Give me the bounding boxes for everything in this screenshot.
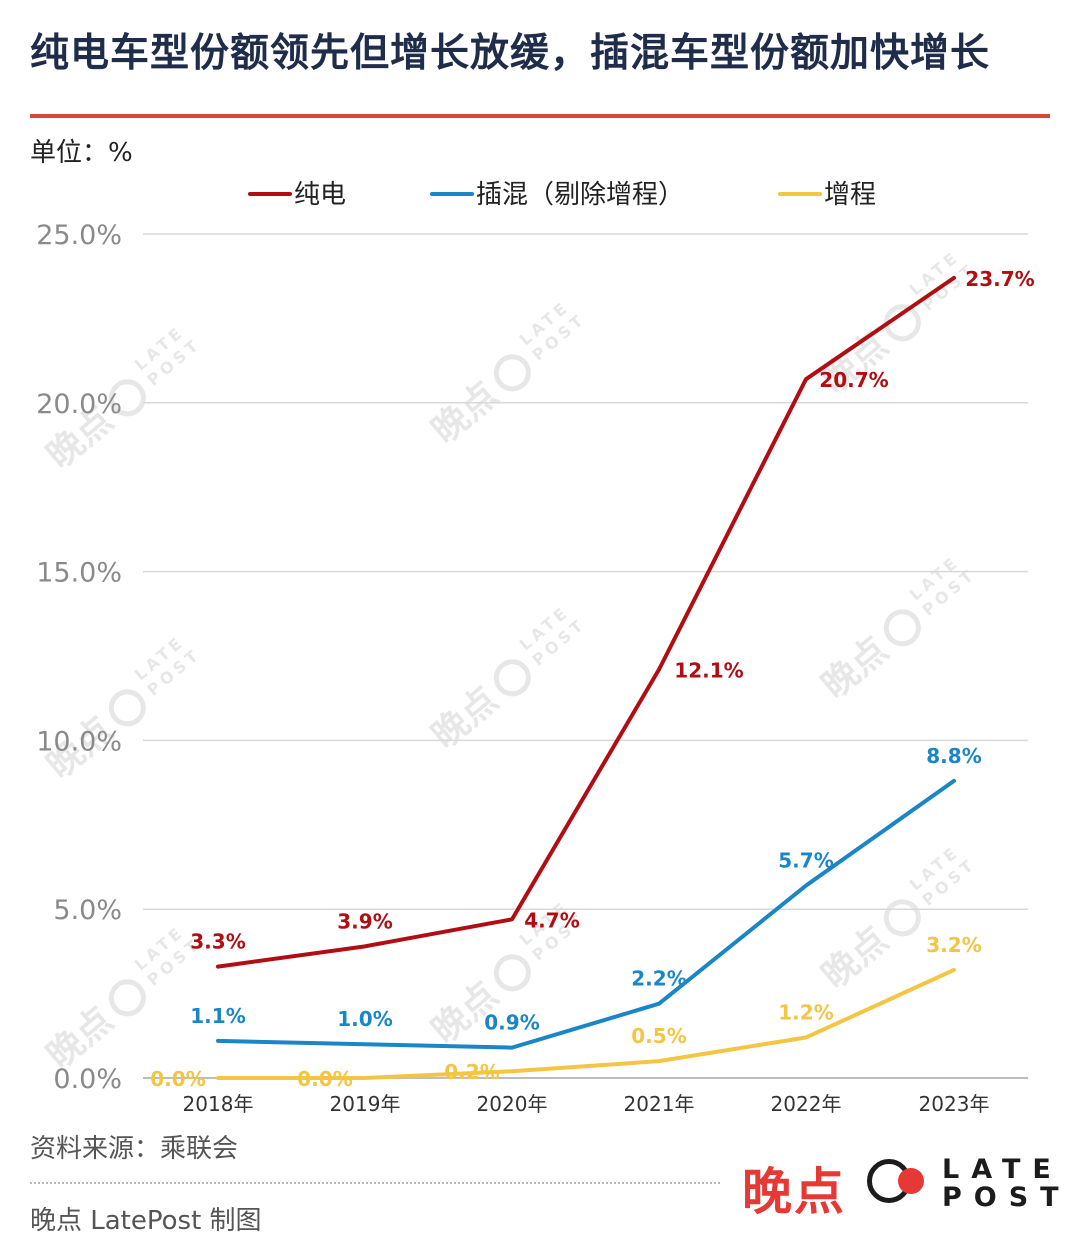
credit-note: 晚点 LatePost 制图: [30, 1206, 262, 1236]
legend: 纯电 插混（剔除增程） 增程: [248, 180, 876, 210]
data-label: 5.7%: [778, 849, 833, 873]
x-tick-label: 2020年: [477, 1092, 548, 1116]
data-label: 0.2%: [444, 1060, 499, 1084]
data-label: 2.2%: [631, 967, 686, 991]
logo-cn-text: 晚点: [742, 1163, 846, 1221]
y-tick-label: 0.0%: [53, 1064, 122, 1095]
title-divider: [30, 114, 1050, 118]
watermark-cn: 晚点: [424, 679, 506, 757]
watermark-ring-icon: [493, 354, 531, 392]
x-tick-label: 2023年: [919, 1092, 990, 1116]
legend-entry: 增程: [824, 180, 876, 210]
data-label: 0.0%: [297, 1067, 352, 1091]
y-tick-label: 5.0%: [53, 895, 122, 926]
source-note: 资料来源：乘联会: [30, 1134, 239, 1164]
series-line: [216, 275, 956, 969]
y-axis-ticks: 0.0% 5.0% 10.0% 15.0% 20.0% 25.0%: [36, 220, 122, 1095]
data-label: 0.5%: [631, 1024, 686, 1048]
footer-divider: [30, 1182, 720, 1184]
watermark-cn: 晚点: [814, 919, 896, 997]
watermark-ring-icon: [108, 979, 146, 1017]
watermark-ring-icon: [883, 304, 921, 342]
data-label: 12.1%: [674, 659, 743, 683]
x-axis-ticks: 2018年 2019年 2020年 2021年 2022年 2023年: [183, 1092, 990, 1116]
logo-en-line1: LATE: [942, 1154, 1063, 1185]
data-label: 0.9%: [484, 1011, 539, 1035]
y-tick-label: 25.0%: [36, 220, 122, 251]
data-label: 0.0%: [150, 1067, 205, 1091]
x-tick-label: 2021年: [624, 1092, 695, 1116]
y-tick-label: 15.0%: [36, 558, 122, 589]
y-tick-label: 10.0%: [36, 726, 122, 757]
watermark-ring-icon: [108, 379, 146, 417]
data-label: 1.0%: [337, 1007, 392, 1031]
series-line: [216, 967, 956, 1080]
watermark-ring-icon: [493, 659, 531, 697]
legend-entry: 插混（剔除增程）: [476, 180, 684, 210]
watermark-cn: 晚点: [814, 629, 896, 707]
legend-entry: 纯电: [294, 180, 346, 210]
chart-title: 纯电车型份额领先但增长放缓，插混车型份额加快增长: [30, 31, 991, 76]
grid-lines: [143, 233, 1028, 1079]
unit-label: 单位：%: [30, 138, 133, 168]
series-lines: [216, 275, 956, 1080]
watermark-cn: 晚点: [424, 374, 506, 452]
latepost-logo: 晚点 LATE POST: [742, 1150, 1059, 1221]
data-label: 3.3%: [190, 930, 245, 954]
data-label: 23.7%: [965, 267, 1034, 291]
data-label: 8.8%: [926, 744, 981, 768]
data-label: 1.2%: [778, 1000, 833, 1024]
x-tick-label: 2019年: [330, 1092, 401, 1116]
data-label: 4.7%: [524, 908, 579, 932]
data-label: 3.9%: [337, 909, 392, 933]
data-label: 3.2%: [926, 933, 981, 957]
series-line: [216, 778, 956, 1050]
x-tick-label: 2022年: [771, 1092, 842, 1116]
logo-en-line2: POST: [942, 1182, 1071, 1213]
data-label: 1.1%: [190, 1004, 245, 1028]
data-label: 20.7%: [819, 368, 888, 392]
x-tick-label: 2018年: [183, 1092, 254, 1116]
watermark-ring-icon: [883, 899, 921, 937]
watermark-ring-icon: [108, 689, 146, 727]
data-labels: 3.3% 3.9% 4.7% 12.1% 20.7% 23.7% 1.1% 1.0% 0.9% 2…: [150, 267, 1034, 1091]
watermark-ring-icon: [883, 609, 921, 647]
logo-dot-icon: [898, 1168, 924, 1194]
watermark-ring-icon: [493, 954, 531, 992]
y-tick-label: 20.0%: [36, 389, 122, 420]
